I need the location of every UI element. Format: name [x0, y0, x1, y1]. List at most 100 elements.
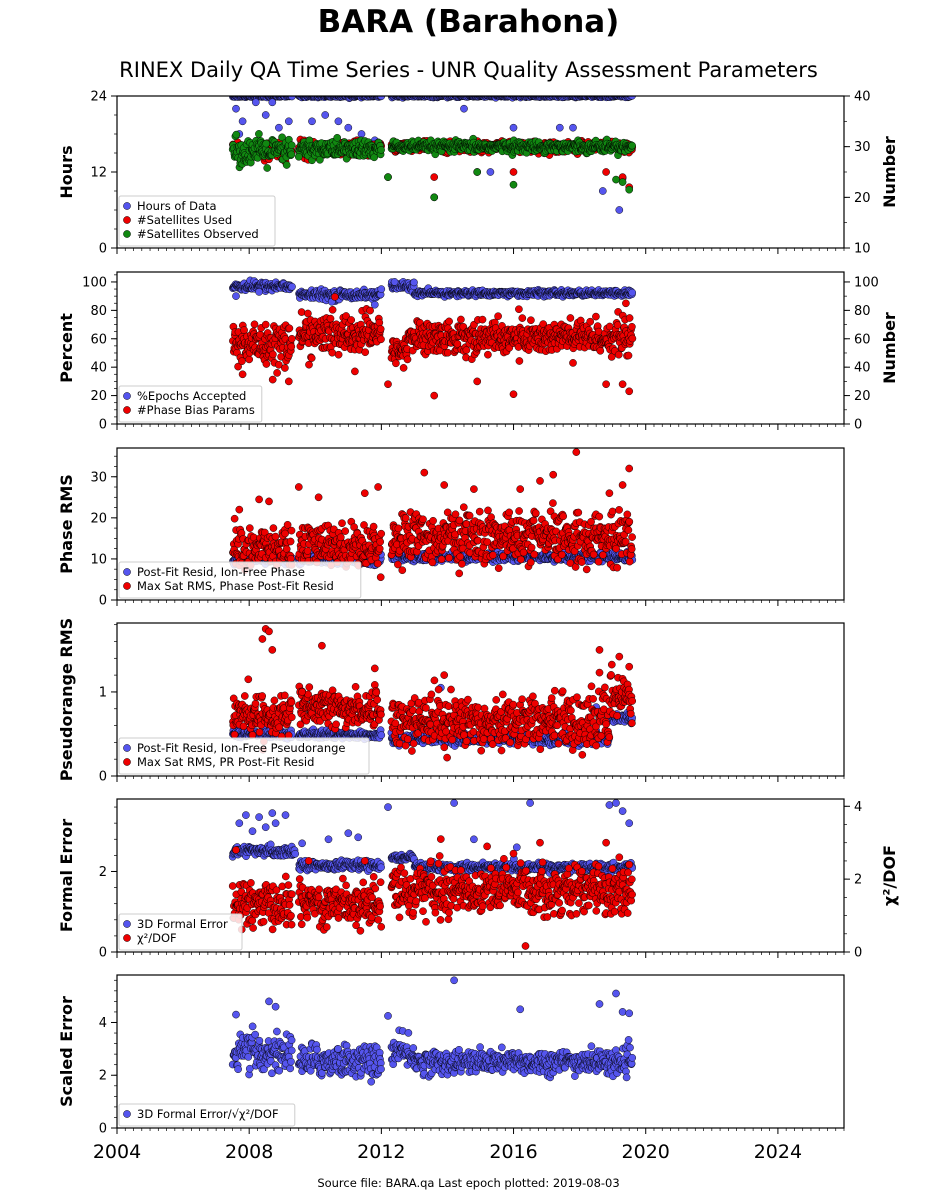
data-point — [527, 316, 535, 325]
legend-label: #Satellites Observed — [137, 227, 259, 241]
data-point — [443, 348, 452, 357]
data-point — [624, 351, 633, 360]
data-point — [287, 342, 296, 351]
y-right-tick-label: 80 — [854, 304, 871, 319]
data-point — [273, 369, 281, 377]
data-point — [285, 324, 294, 333]
data-point — [284, 117, 293, 126]
data-point — [628, 334, 637, 343]
data-point — [473, 377, 482, 386]
y-tick-label: 0 — [99, 242, 107, 257]
y-right-tick-label: 100 — [854, 275, 879, 290]
data-point — [628, 322, 636, 331]
data-point — [377, 146, 385, 154]
data-point — [625, 185, 634, 194]
data-point — [602, 168, 610, 176]
legend-marker — [123, 406, 131, 414]
data-point — [288, 282, 296, 291]
y-right-tick-label: 40 — [854, 90, 871, 105]
y-right-tick-label: 0 — [854, 418, 862, 433]
y-axis-label: Hours — [57, 145, 76, 198]
y-tick-label: 80 — [90, 304, 107, 319]
y-right-tick-label: 40 — [854, 361, 871, 376]
data-point — [460, 104, 468, 113]
data-point — [263, 164, 272, 172]
data-point — [376, 325, 385, 333]
legend-marker — [123, 202, 131, 210]
legend-box — [118, 195, 276, 247]
data-point — [342, 312, 350, 320]
data-point — [361, 348, 370, 357]
points-group — [229, 276, 637, 400]
data-point — [245, 355, 254, 364]
figure-title: BARA (Barahona) — [317, 4, 620, 40]
legend: Hours of Data#Satellites Used#Satellites… — [118, 195, 276, 247]
legend-label: %Epochs Accepted — [137, 389, 246, 403]
data-point — [384, 173, 392, 181]
data-point — [377, 285, 386, 293]
y-right-tick-label: 10 — [854, 242, 871, 257]
data-point — [628, 288, 637, 297]
data-point — [238, 117, 247, 126]
data-point — [607, 353, 616, 361]
data-point — [334, 350, 343, 359]
y-right-tick-label: 20 — [854, 191, 871, 206]
data-point — [287, 334, 296, 343]
data-point — [515, 357, 524, 365]
data-point — [240, 326, 248, 334]
data-point — [445, 317, 453, 326]
data-point — [566, 314, 575, 322]
data-point — [453, 340, 462, 348]
data-point — [403, 355, 412, 364]
data-point — [430, 173, 439, 181]
data-point — [281, 364, 289, 372]
legend-label: #Phase Bias Params — [137, 403, 255, 417]
y-tick-label: 40 — [90, 361, 107, 376]
data-point — [622, 299, 630, 308]
y-tick-label: 24 — [90, 90, 107, 105]
data-point — [232, 292, 240, 300]
legend-label: #Satellites Used — [137, 213, 232, 227]
data-point — [569, 359, 577, 367]
data-point — [518, 314, 527, 322]
figure-subtitle: RINEX Daily QA Time Series - UNR Quality… — [119, 58, 818, 82]
data-point — [234, 362, 242, 371]
data-point — [321, 111, 330, 119]
data-point — [328, 348, 337, 357]
series-1 — [229, 276, 637, 309]
data-point — [347, 316, 356, 324]
data-point — [384, 380, 392, 389]
data-point — [615, 206, 624, 214]
data-point — [602, 380, 610, 389]
y-axis-label: Percent — [57, 313, 76, 383]
data-point — [569, 123, 577, 132]
y-tick-label: 12 — [90, 166, 107, 181]
series-2 — [229, 293, 637, 400]
data-point — [430, 193, 439, 202]
data-point — [628, 96, 636, 100]
data-point — [261, 320, 270, 329]
data-point — [268, 98, 277, 107]
data-point — [282, 161, 291, 169]
data-point — [308, 117, 316, 126]
data-point — [238, 357, 246, 366]
data-point — [370, 300, 379, 309]
data-point — [297, 308, 306, 316]
data-point — [625, 387, 634, 396]
data-point — [399, 364, 408, 372]
data-point — [618, 178, 627, 186]
data-point — [390, 278, 399, 286]
legend-marker — [123, 392, 131, 400]
data-point — [457, 315, 465, 324]
points-group — [229, 448, 637, 582]
data-point — [232, 104, 240, 113]
data-point — [596, 346, 605, 355]
y-axis-label-right: Number — [880, 136, 899, 208]
data-point — [294, 152, 303, 161]
data-point — [509, 168, 518, 176]
data-point — [478, 315, 487, 324]
data-point — [375, 318, 384, 327]
data-point — [287, 150, 296, 159]
data-point — [334, 117, 343, 126]
